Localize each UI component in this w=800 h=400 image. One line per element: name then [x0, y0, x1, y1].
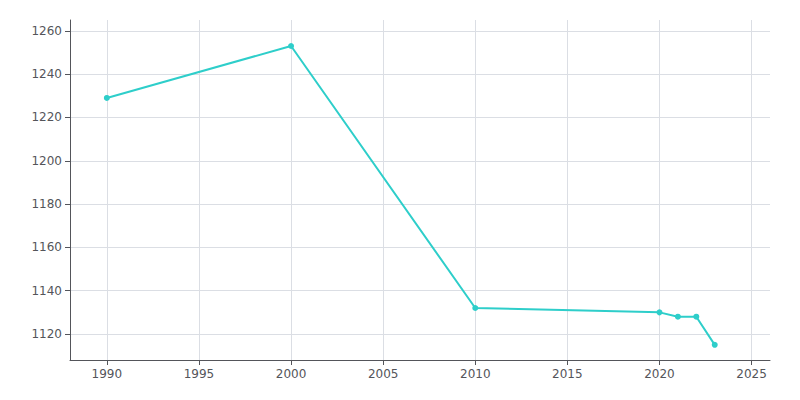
- svg-text:1260: 1260: [31, 24, 62, 38]
- svg-text:1140: 1140: [31, 284, 62, 298]
- svg-text:1995: 1995: [184, 367, 215, 381]
- svg-text:1120: 1120: [31, 327, 62, 341]
- svg-text:1240: 1240: [31, 67, 62, 81]
- svg-text:2010: 2010: [460, 367, 491, 381]
- svg-text:1160: 1160: [31, 240, 62, 254]
- svg-text:2015: 2015: [552, 367, 583, 381]
- svg-text:1220: 1220: [31, 110, 62, 124]
- svg-text:2000: 2000: [276, 367, 307, 381]
- svg-text:1990: 1990: [92, 367, 123, 381]
- svg-text:1200: 1200: [31, 154, 62, 168]
- svg-text:2020: 2020: [644, 367, 675, 381]
- svg-text:2005: 2005: [368, 367, 399, 381]
- svg-text:1180: 1180: [31, 197, 62, 211]
- svg-text:2025: 2025: [736, 367, 767, 381]
